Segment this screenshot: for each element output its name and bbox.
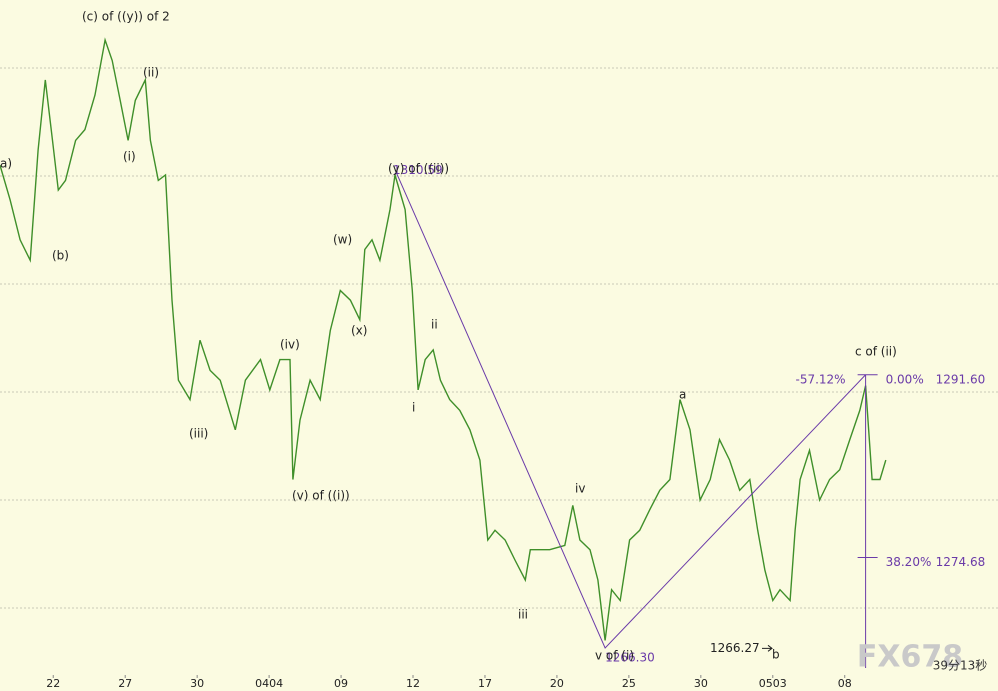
wave-label: (w) [333,233,352,247]
wave-label: v of (i) [595,649,634,663]
wave-label: b [772,648,780,662]
fib-ratio: 38.20% [886,555,932,569]
x-tick-label: 0404 [255,677,283,690]
wave-label: ii [431,318,438,332]
x-tick-label: 12 [406,677,420,690]
low-arrow [762,644,773,652]
fib-price: 1274.68 [936,555,986,569]
price-label: 1266.30 [605,651,655,665]
x-tick-label: 08 [838,677,852,690]
x-tick-label: 09 [334,677,348,690]
wave-label: (b) [52,249,69,263]
wave-label: iv [575,482,585,496]
x-tick-label: 17 [478,677,492,690]
wave-label: a) [0,157,12,171]
fib-ratio: 0.00% [886,372,924,386]
wave-label: (iv) [280,338,300,352]
wave-label: iii [518,608,528,622]
price-label: 1310.59 [393,163,443,177]
watermark: FX678 [857,640,963,675]
timer: 39分13秒 [933,659,988,673]
low-label: 1266.27 [710,641,760,655]
x-tick-label: 27 [118,677,132,690]
wave-label: (c) of ((y)) of 2 [82,10,170,24]
wave-label: (i) [123,150,136,164]
x-tick-label: 25 [622,677,636,690]
wave-label: (y) of ((ii)) [388,162,449,176]
x-tick-label: 30 [190,677,204,690]
wave-label: (ii) [143,66,159,80]
wave-label: (iii) [189,427,208,441]
wave-label: (x) [351,324,367,338]
x-tick-label: 30 [694,677,708,690]
price-line [0,37,887,641]
fib-price: 1291.60 [936,372,986,386]
x-tick-label: 22 [46,677,60,690]
x-tick-label: 20 [550,677,564,690]
x-tick-label: 0503 [759,677,787,690]
wave-label: i [412,401,415,415]
wave-line [394,169,866,649]
wave-label: (v) of ((i)) [292,489,350,503]
fib-extension: -57.12% [796,372,846,386]
wave-label: c of (ii) [855,345,897,359]
wave-label: a [679,388,686,402]
